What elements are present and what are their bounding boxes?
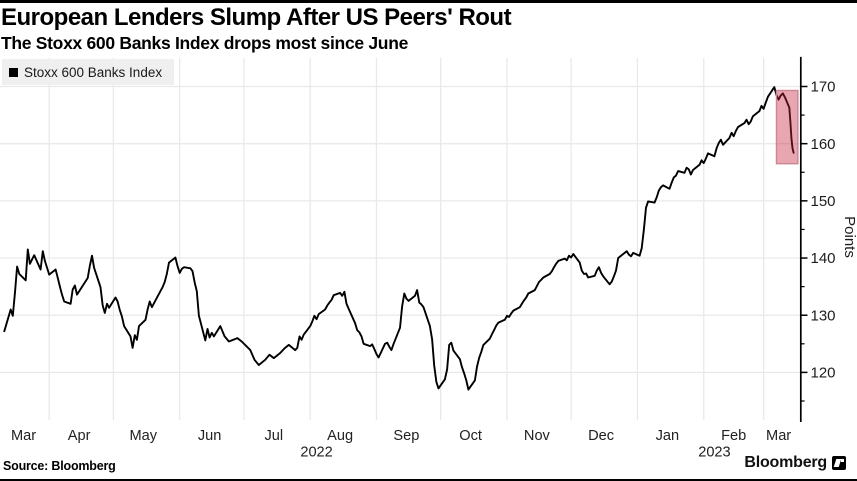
x-month-label: May xyxy=(130,428,158,444)
x-month-label: Sep xyxy=(393,428,419,444)
highlight-box xyxy=(775,89,799,165)
page-title: European Lenders Slump After US Peers' R… xyxy=(1,4,512,31)
x-month-label: Apr xyxy=(68,428,91,444)
series-line xyxy=(3,86,795,391)
x-month-label: Oct xyxy=(459,428,482,444)
y-tick-label: 150 xyxy=(811,193,836,210)
bloomberg-logo-icon xyxy=(832,456,846,470)
source-note: Source: Bloomberg xyxy=(3,459,116,473)
x-month-label: Mar xyxy=(11,428,36,444)
bloomberg-wordmark: Bloomberg xyxy=(744,454,827,471)
x-month-label: Jul xyxy=(264,428,283,444)
y-tick-label: 140 xyxy=(811,250,836,267)
x-year-label: 2023 xyxy=(698,445,730,461)
x-year-label: 2022 xyxy=(300,445,332,461)
y-tick-label: 160 xyxy=(811,136,836,153)
y-tick-label: 130 xyxy=(811,307,836,324)
x-month-label: Aug xyxy=(327,428,353,444)
top-border xyxy=(0,0,857,3)
legend-swatch-icon xyxy=(9,67,18,77)
x-month-label: Mar xyxy=(766,428,791,444)
legend-label: Stoxx 600 Banks Index xyxy=(24,64,163,80)
bottom-border xyxy=(0,479,857,481)
x-month-label: Jan xyxy=(656,428,680,444)
x-month-label: Jun xyxy=(198,428,222,444)
chart-legend: Stoxx 600 Banks Index xyxy=(2,59,175,85)
page-subtitle: The Stoxx 600 Banks Index drops most sin… xyxy=(1,33,409,53)
x-month-label: Nov xyxy=(524,428,551,444)
x-month-label: Dec xyxy=(588,428,614,444)
y-tick-label: 120 xyxy=(811,365,836,382)
x-month-label: Feb xyxy=(721,428,746,444)
bloomberg-brand: Bloomberg xyxy=(744,454,846,472)
y-tick-label: 170 xyxy=(811,79,836,96)
y-axis-title: Points xyxy=(841,216,857,258)
